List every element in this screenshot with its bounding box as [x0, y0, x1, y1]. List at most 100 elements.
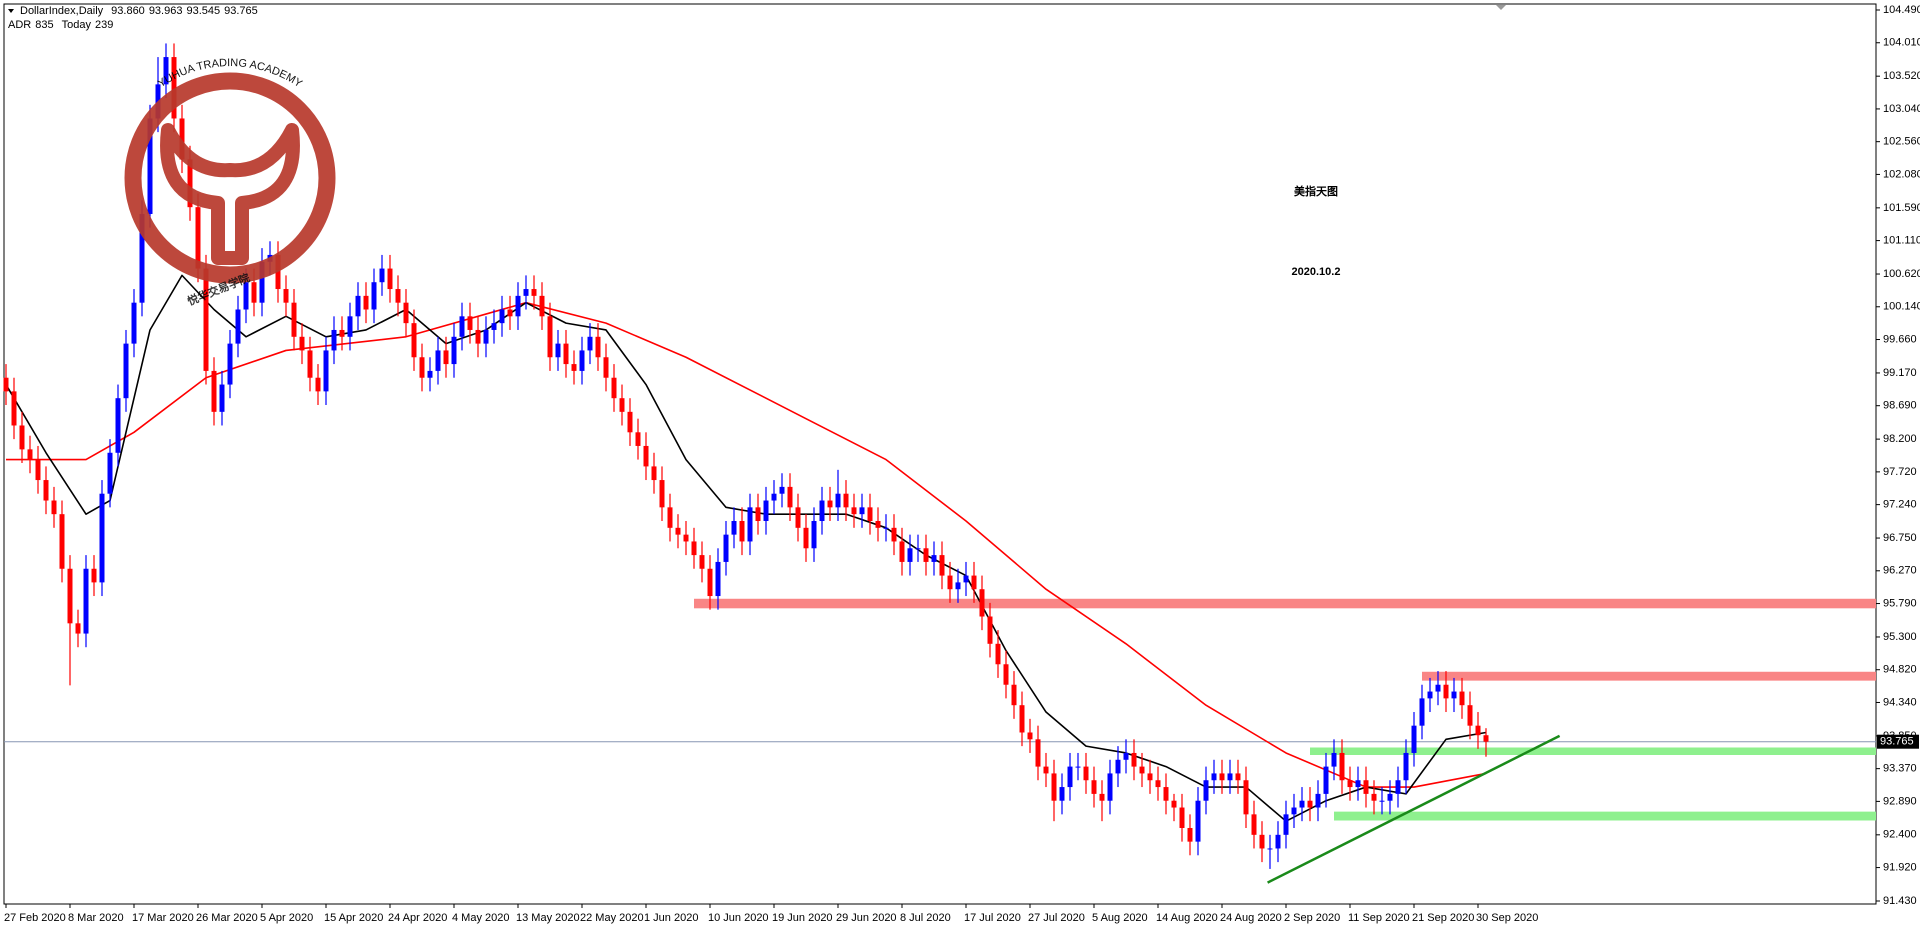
- candle-body: [51, 500, 57, 515]
- candle-body: [1467, 705, 1473, 726]
- high-label: 93.963: [149, 5, 183, 17]
- scroll-marker: [1496, 5, 1506, 10]
- candle-body: [1339, 752, 1345, 781]
- x-tick-label: 5 Apr 2020: [260, 912, 313, 924]
- y-tick-label: 95.300: [1883, 631, 1917, 643]
- candle-body: [779, 486, 785, 494]
- y-tick-label: 100.140: [1883, 301, 1920, 313]
- y-tick-label: 98.690: [1883, 400, 1917, 412]
- candle-body: [667, 507, 673, 528]
- candle-body: [1179, 807, 1185, 829]
- candle-body: [3, 377, 9, 392]
- candle-body: [811, 520, 817, 549]
- candle-body: [459, 316, 465, 337]
- candle-body: [1275, 834, 1281, 849]
- logo-mark: [160, 123, 300, 265]
- candle-body: [619, 398, 625, 412]
- candle-body: [571, 364, 577, 371]
- candle-body: [467, 316, 473, 330]
- candle-body: [491, 323, 497, 330]
- candle-body: [283, 289, 289, 303]
- candle-body: [331, 329, 337, 351]
- candle-body: [99, 493, 105, 583]
- y-tick-label: 93.370: [1883, 763, 1917, 775]
- candle-body: [187, 159, 193, 208]
- candle-body: [363, 295, 369, 310]
- candle-body: [947, 575, 953, 590]
- candle-body: [1387, 793, 1393, 801]
- candle-body: [115, 398, 121, 453]
- candle-body: [1155, 780, 1161, 788]
- candle-body: [83, 568, 89, 634]
- plot-area: [3, 43, 1876, 884]
- candle-body: [731, 520, 737, 535]
- candle-body: [819, 500, 825, 521]
- close-label: 93.765: [224, 5, 258, 17]
- candle-body: [907, 548, 913, 562]
- candle-body: [787, 486, 793, 508]
- chart-subtitle: 2020.10.2: [1292, 266, 1341, 278]
- low-label: 93.545: [186, 5, 220, 17]
- candle-body: [603, 357, 609, 378]
- candle-body: [867, 507, 873, 521]
- candle-body: [507, 309, 513, 317]
- candle-body: [1435, 684, 1441, 692]
- candle-body: [323, 350, 329, 392]
- candle-body: [1307, 800, 1313, 808]
- candle-body: [1115, 759, 1121, 774]
- candle-body: [923, 548, 929, 562]
- candle-body: [35, 459, 41, 481]
- level-zone: [1422, 671, 1876, 681]
- candle-body: [419, 357, 425, 378]
- x-tick-label: 19 Jun 2020: [772, 912, 833, 924]
- candle-body: [1379, 800, 1385, 802]
- candle-body: [643, 445, 649, 467]
- x-tick-label: 14 Aug 2020: [1156, 912, 1218, 924]
- candle-body: [1291, 807, 1297, 815]
- candle-body: [339, 329, 345, 337]
- candle-body: [259, 261, 265, 303]
- candle-body: [1163, 787, 1169, 801]
- candle-body: [435, 350, 441, 371]
- candle-body: [1411, 725, 1417, 753]
- candle-body: [1219, 773, 1225, 781]
- candle-body: [131, 302, 137, 344]
- candle-body: [555, 343, 561, 358]
- candle-body: [1099, 793, 1105, 801]
- candle-body: [299, 336, 305, 351]
- candle-body: [11, 391, 17, 426]
- indicator-value: 835: [35, 19, 53, 31]
- candle-body: [1403, 752, 1409, 781]
- candle-body: [107, 452, 113, 494]
- candle-body: [531, 289, 537, 296]
- y-tick-label: 91.430: [1883, 895, 1917, 907]
- y-tick-label: 101.110: [1883, 235, 1920, 247]
- x-tick-label: 24 Aug 2020: [1220, 912, 1282, 924]
- x-tick-label: 5 Aug 2020: [1092, 912, 1148, 924]
- x-tick-label: 27 Feb 2020: [4, 912, 66, 924]
- candle-body: [43, 480, 49, 501]
- x-tick-label: 24 Apr 2020: [388, 912, 447, 924]
- x-tick-label: 2 Sep 2020: [1284, 912, 1340, 924]
- candle-body: [979, 589, 985, 617]
- candle-body: [1091, 780, 1097, 794]
- candle-body: [1451, 691, 1457, 699]
- candle-body: [1027, 732, 1033, 740]
- candle-body: [683, 534, 689, 542]
- candle-body: [227, 343, 233, 385]
- x-tick-label: 4 May 2020: [452, 912, 509, 924]
- candle-body: [371, 282, 377, 310]
- candle-body: [971, 575, 977, 590]
- candle-body: [891, 527, 897, 542]
- y-tick-label: 94.820: [1883, 664, 1917, 676]
- candle-body: [451, 336, 457, 365]
- candle-body: [1131, 752, 1137, 767]
- candle-body: [675, 527, 681, 535]
- candle-body: [883, 527, 889, 529]
- candle-body: [235, 309, 241, 344]
- candle-body: [203, 268, 209, 371]
- candle-body: [147, 118, 153, 214]
- price-label-box: [1877, 734, 1919, 749]
- y-tick-label: 101.590: [1883, 202, 1920, 214]
- candle-body: [91, 568, 97, 583]
